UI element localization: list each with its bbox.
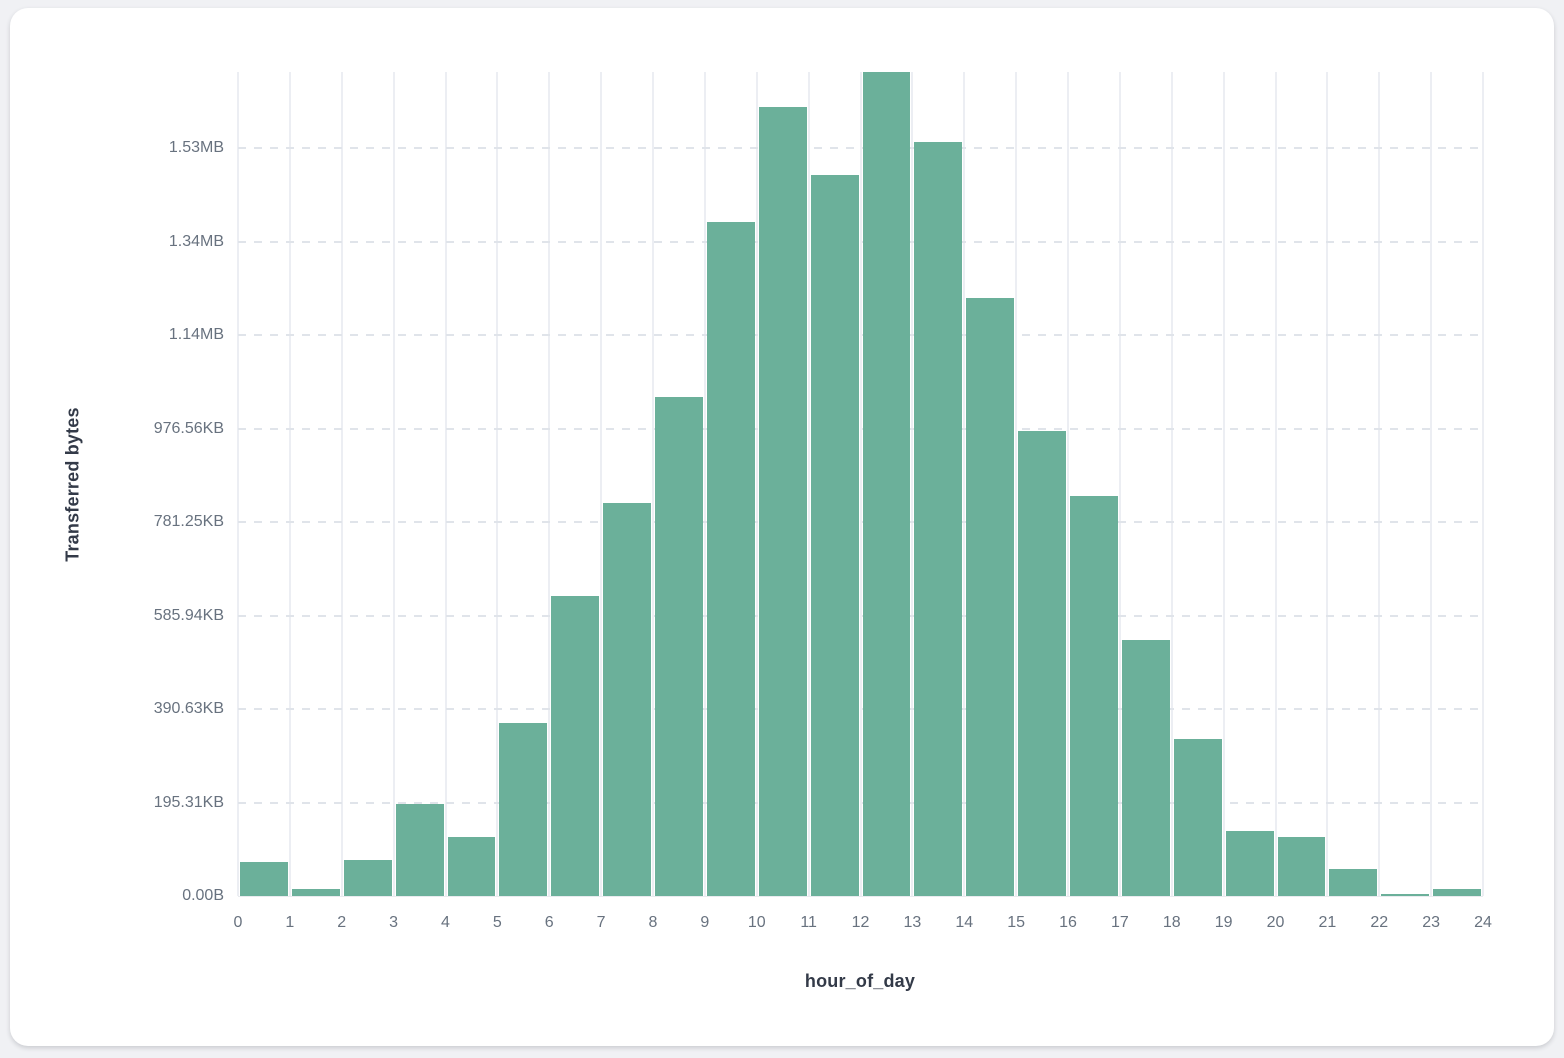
bar-hour-20[interactable] (1277, 837, 1326, 896)
bar-hour-13[interactable] (914, 141, 963, 896)
bar-hour-17[interactable] (1121, 640, 1170, 896)
bar-hour-14[interactable] (966, 298, 1015, 896)
bar-hour-0[interactable] (240, 861, 288, 896)
bar-hour-23[interactable] (1433, 889, 1481, 896)
bar-hour-2[interactable] (343, 860, 392, 896)
bar-hour-5[interactable] (499, 723, 548, 896)
bar-hour-21[interactable] (1329, 868, 1378, 896)
bar-hour-12[interactable] (862, 72, 911, 896)
bar-hour-18[interactable] (1173, 739, 1222, 896)
bar-hour-15[interactable] (1018, 430, 1066, 896)
bar-hour-4[interactable] (447, 836, 496, 896)
bar-hour-1[interactable] (291, 889, 340, 896)
bar-hour-9[interactable] (706, 221, 755, 896)
bar-hour-3[interactable] (395, 804, 444, 896)
bar-hour-8[interactable] (655, 397, 703, 896)
bar-hour-6[interactable] (551, 595, 600, 896)
bar-hour-7[interactable] (603, 503, 651, 896)
bar-hour-10[interactable] (758, 106, 807, 896)
bar-hour-19[interactable] (1225, 830, 1274, 896)
bar-hour-16[interactable] (1070, 495, 1118, 896)
bar-hour-11[interactable] (810, 174, 859, 896)
bar-hour-22[interactable] (1381, 893, 1430, 896)
